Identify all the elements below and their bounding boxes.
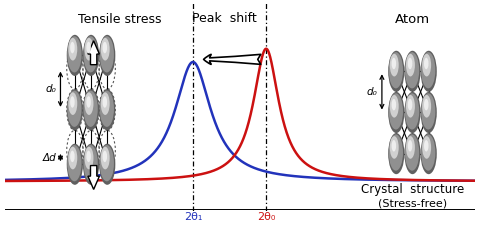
Circle shape [420,92,437,133]
Circle shape [70,151,75,162]
Circle shape [390,136,399,159]
Circle shape [392,99,396,110]
Circle shape [424,58,429,69]
Circle shape [405,52,419,88]
Circle shape [70,42,75,53]
Circle shape [67,89,83,130]
Circle shape [421,93,435,130]
Circle shape [424,99,429,110]
Circle shape [392,58,396,69]
Circle shape [422,95,431,118]
Circle shape [101,92,109,115]
Circle shape [420,51,437,92]
Circle shape [390,54,399,76]
FancyArrow shape [88,41,99,65]
Circle shape [83,35,99,76]
Text: Tensile stress: Tensile stress [78,13,162,26]
Circle shape [421,52,435,88]
Circle shape [404,133,420,174]
Circle shape [84,147,94,169]
Circle shape [389,134,403,171]
Circle shape [99,89,115,130]
FancyArrow shape [88,166,99,189]
Circle shape [84,91,98,127]
Circle shape [420,133,437,174]
Circle shape [388,92,404,133]
Circle shape [70,96,75,108]
Circle shape [408,99,412,110]
Circle shape [422,54,431,76]
Circle shape [100,145,114,181]
Circle shape [388,133,404,174]
Circle shape [99,35,115,76]
Circle shape [405,134,419,171]
Circle shape [406,136,415,159]
Text: Atom: Atom [395,13,430,26]
Circle shape [67,144,83,185]
Circle shape [404,92,420,133]
Circle shape [422,136,431,159]
Circle shape [99,144,115,185]
Circle shape [67,145,82,181]
Circle shape [406,54,415,76]
Circle shape [388,51,404,92]
Circle shape [100,91,114,127]
Circle shape [408,58,412,69]
Circle shape [101,38,109,60]
Circle shape [84,92,94,115]
Text: d₀: d₀ [367,87,378,97]
Circle shape [103,151,107,162]
Circle shape [86,42,91,53]
Circle shape [86,96,91,108]
Circle shape [68,92,77,115]
Text: Peak  shift: Peak shift [192,12,257,25]
Text: Δd: Δd [43,153,56,163]
Circle shape [100,36,114,72]
Circle shape [68,147,77,169]
Circle shape [86,151,91,162]
Text: 2θ₁: 2θ₁ [184,212,202,222]
Text: 2θ₀: 2θ₀ [257,212,276,222]
Circle shape [84,36,98,72]
Circle shape [404,51,420,92]
Circle shape [421,134,435,171]
Text: (Stress-free): (Stress-free) [378,199,447,209]
Circle shape [84,145,98,181]
Text: d₀: d₀ [46,84,56,94]
Circle shape [392,140,396,152]
Circle shape [389,52,403,88]
Circle shape [83,89,99,130]
Circle shape [68,38,77,60]
Circle shape [67,91,82,127]
Circle shape [424,140,429,152]
Circle shape [101,147,109,169]
Circle shape [405,93,419,130]
Circle shape [389,93,403,130]
Circle shape [390,95,399,118]
Circle shape [408,140,412,152]
Circle shape [67,36,82,72]
Circle shape [406,95,415,118]
Text: Crystal  structure: Crystal structure [361,183,464,196]
Circle shape [83,144,99,185]
Circle shape [103,96,107,108]
Circle shape [103,42,107,53]
Circle shape [84,38,94,60]
Circle shape [67,35,83,76]
